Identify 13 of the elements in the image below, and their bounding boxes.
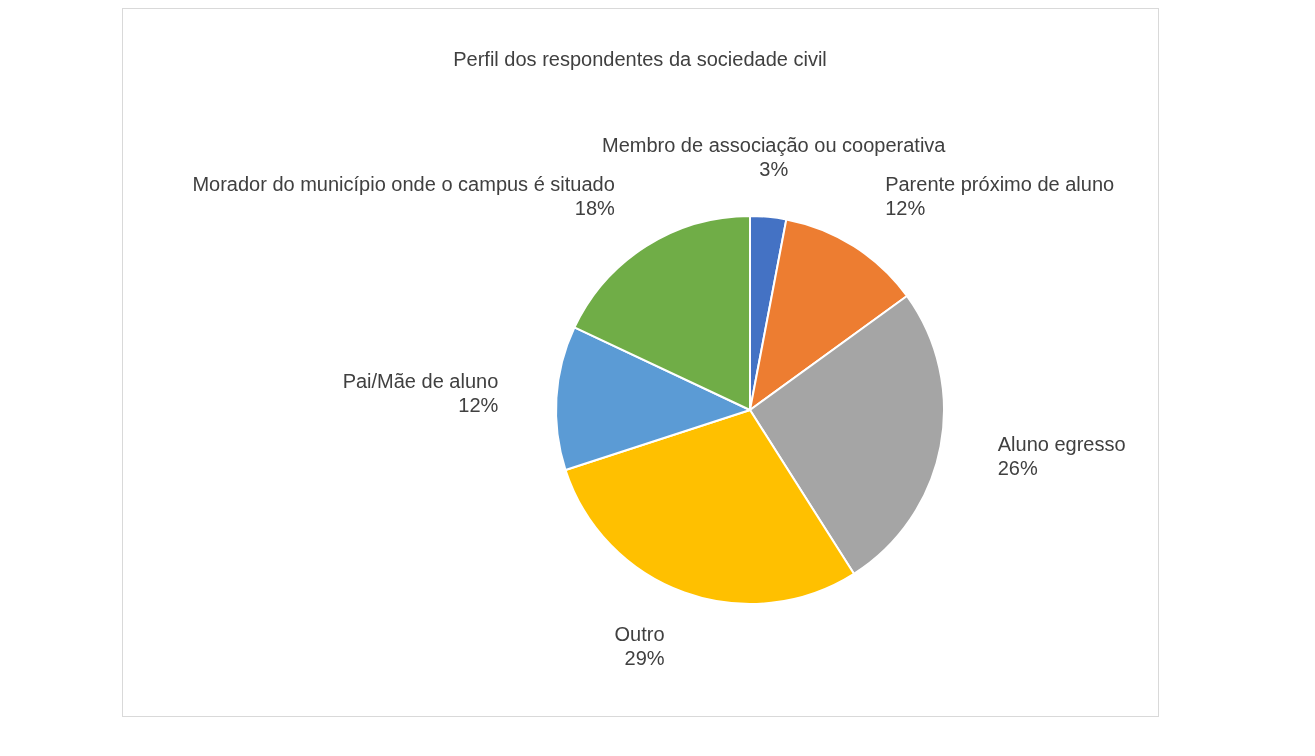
slice-label: Outro <box>614 622 665 645</box>
data-label: 12% <box>885 196 926 219</box>
slice-label: Membro de associação ou cooperativa <box>601 134 947 157</box>
slice-label: Morador do município onde o campus é situado <box>192 172 615 195</box>
data-label: 26% <box>997 456 1038 479</box>
data-label: 29% <box>624 646 665 669</box>
slice-label: Parente próximo de aluno <box>885 172 1115 195</box>
slice-label: Aluno egresso <box>997 432 1126 455</box>
slice-label: Pai/Mãe de aluno <box>342 369 499 392</box>
data-label: 3% <box>759 158 789 181</box>
data-label: 18% <box>574 196 616 219</box>
chart-title: Perfil dos respondentes da sociedade civil <box>453 47 827 70</box>
data-label: 12% <box>458 393 499 416</box>
